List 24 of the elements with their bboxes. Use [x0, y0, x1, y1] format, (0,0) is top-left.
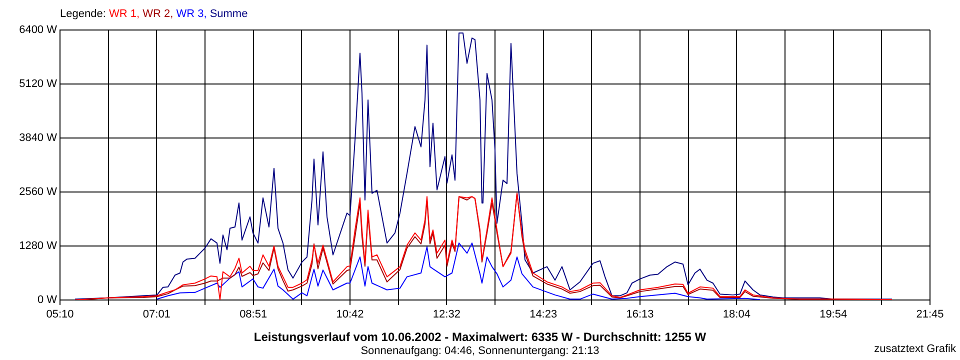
x-tick-label: 16:13 — [626, 308, 654, 321]
y-tick-label: 2560 W — [19, 186, 58, 198]
x-tick-label: 19:54 — [820, 308, 848, 321]
y-tick-label: 0 W — [37, 294, 58, 306]
x-tick-label: 21:45 — [916, 308, 944, 321]
text: Leistungsverlauf vom 10.06.2002 - Maximalwert: 6335 W - Durchschnitt: 1255 W — [252, 330, 708, 344]
x-tick-label: 10:42 — [336, 308, 364, 321]
y-tick-label: 6400 W — [19, 24, 58, 36]
text: WR 1, — [108, 8, 140, 20]
text: zusatztext Grafik — [874, 343, 956, 355]
x-tick-label: 07:01 — [142, 308, 170, 321]
text: WR 3, — [176, 8, 208, 20]
x-tick-label: 18:04 — [722, 308, 750, 321]
x-tick-label: 05:10 — [46, 308, 74, 321]
x-tick-label: 12:32 — [432, 308, 460, 321]
legend-title: Legende: — [60, 8, 107, 20]
text: WR 2, — [142, 8, 174, 20]
y-tick-label: 5120 W — [19, 78, 58, 90]
x-tick-label: 08:51 — [240, 308, 268, 321]
text: Summe — [210, 8, 248, 20]
text: Sonnenaufgang: 04:46, Sonnenuntergang: 21:13 — [360, 345, 600, 357]
y-tick-label: 3840 W — [19, 132, 58, 144]
y-tick-label: 1280 W — [19, 240, 58, 252]
x-tick-label: 14:23 — [530, 308, 558, 321]
